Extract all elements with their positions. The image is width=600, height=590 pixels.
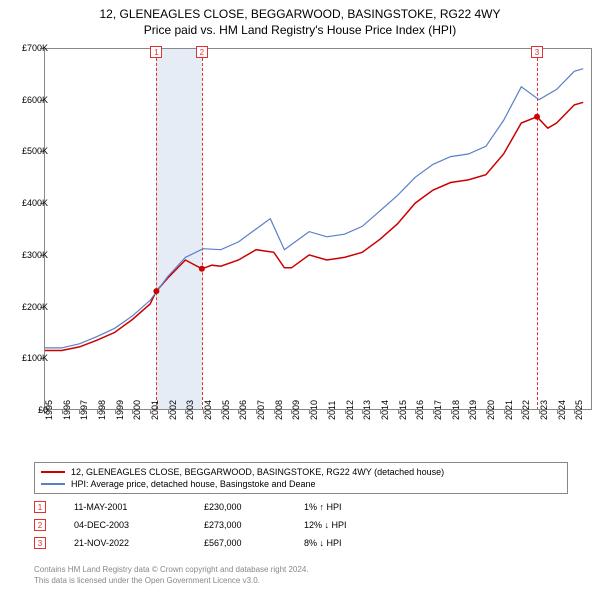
x-axis-tick-label: 1999	[115, 400, 125, 420]
x-axis-tick-label: 1996	[62, 400, 72, 420]
x-axis-tick-label: 1997	[79, 400, 89, 420]
sale-marker-icon: 1	[34, 501, 46, 513]
sale-price: £273,000	[204, 520, 304, 530]
sale-price: £567,000	[204, 538, 304, 548]
x-axis-tick-label: 2012	[345, 400, 355, 420]
legend-item-price-paid: 12, GLENEAGLES CLOSE, BEGGARWOOD, BASING…	[41, 466, 561, 478]
x-axis-tick-label: 2000	[132, 400, 142, 420]
sales-row: 3 21-NOV-2022 £567,000 8% ↓ HPI	[34, 534, 404, 552]
sale-date: 04-DEC-2003	[74, 520, 204, 530]
x-axis-tick-label: 2011	[327, 401, 337, 420]
x-axis-tick-label: 2017	[433, 400, 443, 420]
x-axis-tick-label: 1998	[97, 400, 107, 420]
y-axis-tick-label: £500K	[22, 146, 48, 156]
y-axis-tick-label: £700K	[22, 43, 48, 53]
legend-item-hpi: HPI: Average price, detached house, Basi…	[41, 478, 561, 490]
chart-border	[44, 48, 592, 410]
chart-area: 1 2 3	[44, 48, 592, 410]
sale-marker-icon: 3	[34, 537, 46, 549]
y-axis-tick-label: £200K	[22, 302, 48, 312]
x-axis-tick-label: 2013	[362, 400, 372, 420]
legend: 12, GLENEAGLES CLOSE, BEGGARWOOD, BASING…	[34, 462, 568, 494]
x-axis-tick-label: 2023	[539, 400, 549, 420]
x-axis-tick-label: 2022	[521, 400, 531, 420]
x-axis-tick-label: 2016	[415, 400, 425, 420]
chart-marker-box: 2	[196, 46, 208, 58]
sale-marker-icon: 2	[34, 519, 46, 531]
chart-container: 12, GLENEAGLES CLOSE, BEGGARWOOD, BASING…	[0, 0, 600, 590]
x-axis-tick-label: 2009	[291, 400, 301, 420]
y-axis-tick-label: £100K	[22, 353, 48, 363]
x-axis-tick-label: 2025	[574, 400, 584, 420]
x-axis-tick-label: 2008	[274, 400, 284, 420]
x-axis-tick-label: 2014	[380, 400, 390, 420]
title-block: 12, GLENEAGLES CLOSE, BEGGARWOOD, BASING…	[0, 0, 600, 38]
footer: Contains HM Land Registry data © Crown c…	[34, 564, 309, 586]
sale-hpi-diff: 8% ↓ HPI	[304, 538, 404, 548]
chart-marker-box: 3	[531, 46, 543, 58]
sales-table: 1 11-MAY-2001 £230,000 1% ↑ HPI 2 04-DEC…	[34, 498, 404, 552]
footer-line-1: Contains HM Land Registry data © Crown c…	[34, 564, 309, 575]
sales-row: 1 11-MAY-2001 £230,000 1% ↑ HPI	[34, 498, 404, 516]
x-axis-tick-label: 2021	[504, 400, 514, 420]
x-axis-tick-label: 2019	[468, 400, 478, 420]
sales-row: 2 04-DEC-2003 £273,000 12% ↓ HPI	[34, 516, 404, 534]
x-axis-tick-label: 2007	[256, 400, 266, 420]
sale-date: 11-MAY-2001	[74, 502, 204, 512]
x-axis-tick-label: 2024	[557, 400, 567, 420]
sale-hpi-diff: 12% ↓ HPI	[304, 520, 404, 530]
x-axis-tick-label: 2020	[486, 400, 496, 420]
chart-marker-box: 1	[150, 46, 162, 58]
x-axis-tick-label: 2018	[451, 400, 461, 420]
footer-line-2: This data is licensed under the Open Gov…	[34, 575, 309, 586]
legend-label: HPI: Average price, detached house, Basi…	[71, 479, 316, 489]
x-axis-tick-label: 2002	[168, 400, 178, 420]
x-axis-tick-label: 2001	[150, 400, 160, 420]
title-line-1: 12, GLENEAGLES CLOSE, BEGGARWOOD, BASING…	[0, 6, 600, 22]
x-axis-tick-label: 2003	[185, 400, 195, 420]
sale-hpi-diff: 1% ↑ HPI	[304, 502, 404, 512]
x-axis-tick-label: 2015	[398, 400, 408, 420]
x-axis-tick-label: 1995	[44, 400, 54, 420]
y-axis-tick-label: £300K	[22, 250, 48, 260]
sale-price: £230,000	[204, 502, 304, 512]
legend-label: 12, GLENEAGLES CLOSE, BEGGARWOOD, BASING…	[71, 467, 444, 477]
sale-date: 21-NOV-2022	[74, 538, 204, 548]
legend-swatch	[41, 471, 65, 473]
y-axis-tick-label: £400K	[22, 198, 48, 208]
x-axis-tick-label: 2006	[238, 400, 248, 420]
legend-swatch	[41, 483, 65, 485]
title-line-2: Price paid vs. HM Land Registry's House …	[0, 22, 600, 38]
x-axis-tick-label: 2004	[203, 400, 213, 420]
x-axis-tick-label: 2005	[221, 400, 231, 420]
x-axis-tick-label: 2010	[309, 400, 319, 420]
y-axis-tick-label: £600K	[22, 95, 48, 105]
